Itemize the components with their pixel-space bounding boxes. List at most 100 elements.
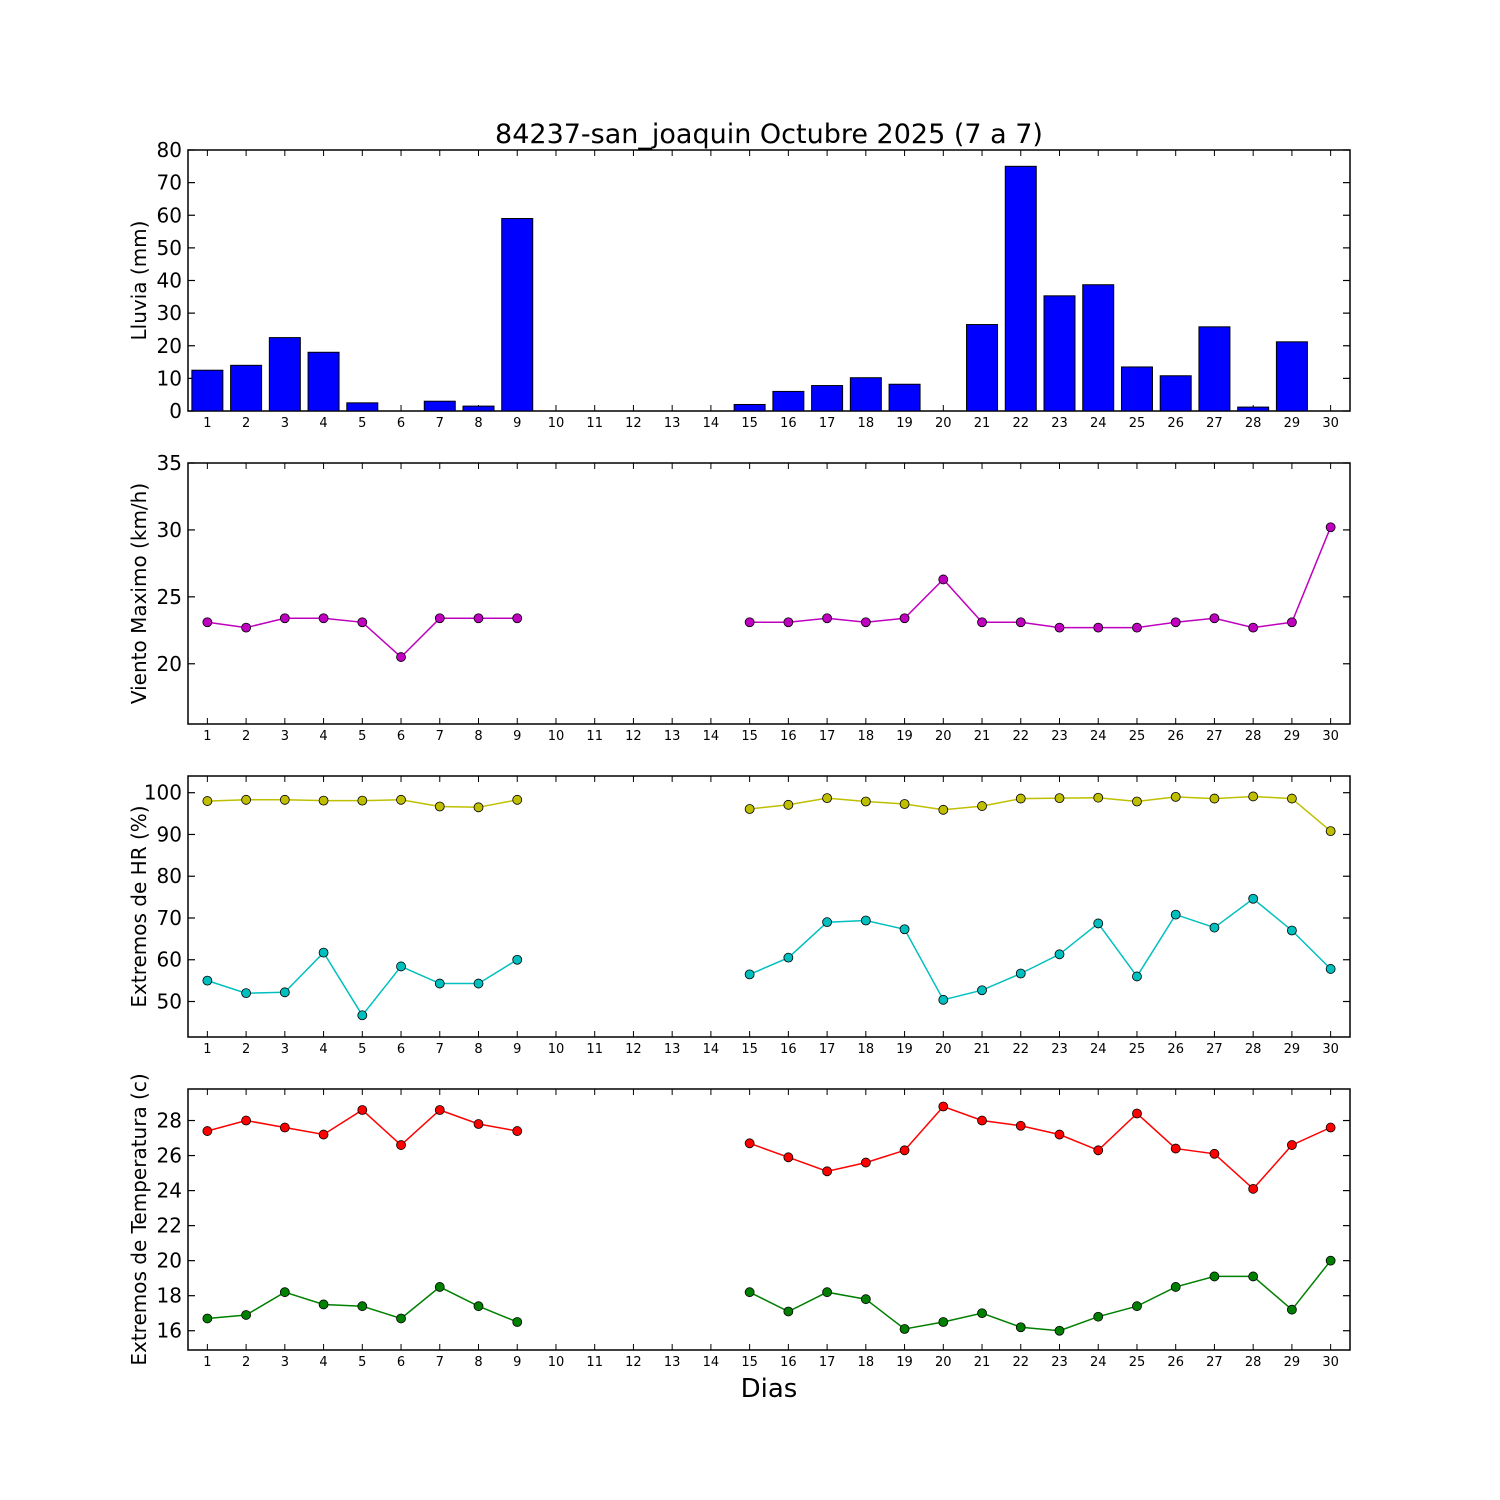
- x-tick-label: 17: [819, 1042, 836, 1057]
- x-tick-label: 18: [858, 729, 875, 744]
- data-point: [822, 1287, 832, 1298]
- data-point: [1170, 1282, 1181, 1292]
- data-point: [1015, 1120, 1026, 1131]
- data-point: [938, 1317, 949, 1327]
- data-point: [318, 1299, 329, 1310]
- x-tick-label: 9: [513, 1042, 521, 1057]
- x-tick-label: 10: [548, 1355, 565, 1370]
- data-point: [1093, 622, 1104, 633]
- data-point: [241, 1310, 252, 1320]
- y-axis-label: Viento Maximo (km/h): [127, 483, 151, 704]
- x-tick-label: 18: [858, 1042, 875, 1057]
- x-tick-label: 17: [819, 416, 836, 431]
- y-tick-label: 90: [157, 822, 182, 846]
- x-tick-label: 21: [974, 1042, 991, 1057]
- data-point: [1054, 793, 1065, 804]
- y-tick-label: 20: [157, 1249, 182, 1273]
- x-tick-label: 24: [1090, 729, 1107, 744]
- bar: [1275, 341, 1308, 412]
- data-point: [1093, 1145, 1104, 1156]
- data-point: [396, 652, 406, 662]
- data-point: [279, 794, 290, 805]
- data-point: [977, 617, 987, 628]
- x-tick-label: 17: [819, 729, 836, 744]
- data-point: [1287, 1140, 1297, 1150]
- x-tick-label: 30: [1322, 1355, 1339, 1370]
- data-point: [783, 799, 794, 810]
- data-point: [396, 961, 406, 972]
- x-tick-label: 12: [625, 1042, 642, 1057]
- data-point: [1287, 1304, 1297, 1315]
- series-line: [749, 1105, 1331, 1190]
- plot-frame: [187, 775, 1351, 1038]
- data-point: [241, 794, 252, 805]
- x-tick-label: 6: [397, 729, 405, 744]
- data-point: [1248, 1183, 1259, 1194]
- data-point: [938, 994, 949, 1005]
- data-point: [1209, 922, 1220, 933]
- x-tick-label: 27: [1206, 729, 1223, 744]
- data-point: [434, 613, 445, 624]
- x-tick-label: 6: [397, 416, 405, 431]
- x-tick-label: 9: [513, 729, 521, 744]
- data-point: [473, 613, 484, 624]
- x-tick-label: 21: [974, 729, 991, 744]
- data-point: [1287, 793, 1297, 804]
- y-tick-label: 0: [169, 399, 182, 423]
- x-tick-label: 27: [1206, 1042, 1223, 1057]
- data-point: [1054, 1129, 1065, 1140]
- data-point: [1170, 1143, 1181, 1154]
- y-tick-label: 22: [157, 1214, 182, 1238]
- data-point: [318, 1129, 329, 1140]
- x-tick-label: 5: [358, 1355, 366, 1370]
- x-tick-label: 1: [203, 729, 211, 744]
- x-tick-label: 28: [1245, 1042, 1262, 1057]
- data-point: [1325, 522, 1336, 533]
- bar: [733, 403, 766, 412]
- data-point: [396, 1313, 406, 1324]
- data-point: [1170, 791, 1181, 802]
- data-point: [512, 1126, 523, 1136]
- x-tick-label: 30: [1322, 729, 1339, 744]
- data-point: [512, 794, 523, 805]
- data-point: [512, 954, 523, 965]
- data-point: [357, 1301, 368, 1312]
- x-tick-label: 13: [664, 729, 681, 744]
- x-tick-label: 23: [1051, 1355, 1068, 1370]
- data-point: [202, 1313, 213, 1324]
- data-point: [434, 1282, 445, 1292]
- x-tick-label: 5: [358, 729, 366, 744]
- x-tick-label: 4: [319, 729, 327, 744]
- x-tick-label: 10: [548, 1042, 565, 1057]
- x-tick-label: 27: [1206, 416, 1223, 431]
- x-tick-label: 16: [780, 416, 797, 431]
- data-point: [1325, 1122, 1336, 1133]
- x-tick-label: 13: [664, 1042, 681, 1057]
- data-point: [1054, 622, 1065, 633]
- bar: [1198, 326, 1231, 412]
- data-point: [396, 1140, 406, 1150]
- data-point: [899, 613, 910, 624]
- x-tick-label: 22: [1012, 1355, 1029, 1370]
- bar: [307, 351, 340, 412]
- data-point: [899, 924, 910, 935]
- data-point: [1132, 971, 1142, 982]
- x-tick-label: 24: [1090, 1042, 1107, 1057]
- x-tick-label: 5: [358, 1042, 366, 1057]
- y-tick-label: 60: [157, 203, 182, 227]
- data-point: [1209, 613, 1220, 624]
- data-point: [434, 1105, 445, 1115]
- x-tick-label: 26: [1167, 416, 1184, 431]
- x-tick-label: 16: [780, 1042, 797, 1057]
- x-tick-label: 8: [474, 1355, 482, 1370]
- data-point: [202, 796, 213, 806]
- x-tick-label: 3: [281, 1042, 289, 1057]
- data-point: [1248, 893, 1259, 904]
- data-point: [783, 952, 794, 963]
- x-tick-label: 28: [1245, 1355, 1262, 1370]
- x-tick-label: 2: [242, 729, 250, 744]
- x-tick-label: 22: [1012, 416, 1029, 431]
- y-tick-label: 20: [157, 652, 182, 676]
- data-point: [1015, 1322, 1026, 1333]
